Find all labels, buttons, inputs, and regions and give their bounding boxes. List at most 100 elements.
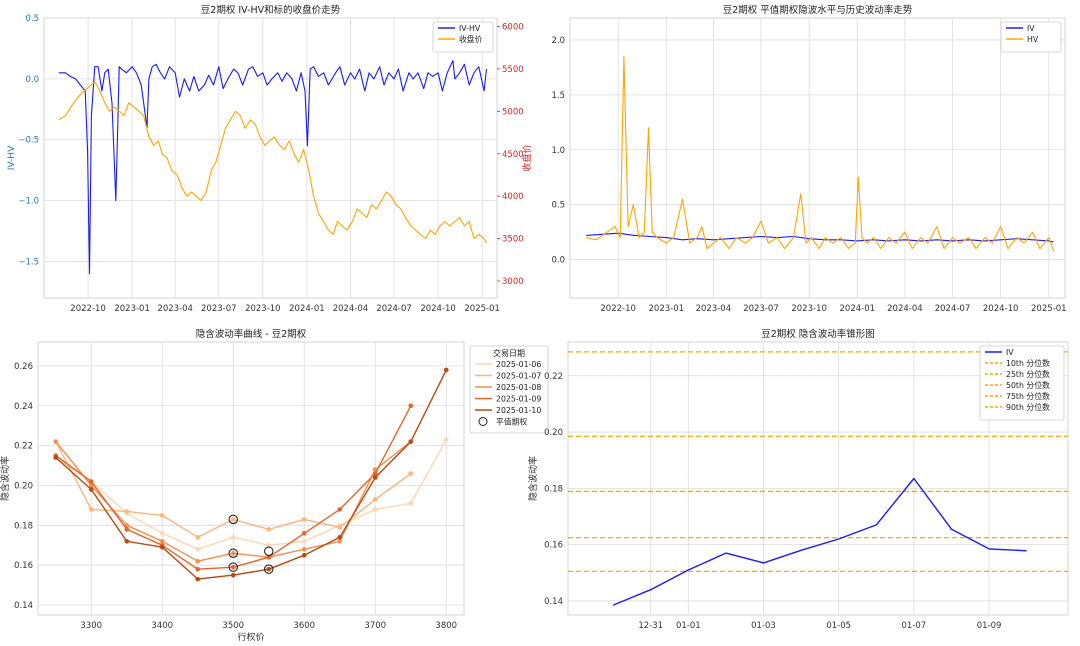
y-tick-label: 0.0 <box>25 75 39 85</box>
x-tick-label: 2023-04 <box>696 304 732 314</box>
data-point <box>301 552 307 558</box>
atm-marker <box>263 564 274 574</box>
legend-label: IV <box>1006 348 1014 357</box>
chart-title: 隐含波动率曲线 - 豆2期权 <box>196 328 307 340</box>
legend-label: 2025-01-06 <box>496 360 541 369</box>
x-tick-label: 3800 <box>435 621 457 631</box>
data-point <box>124 538 130 544</box>
legend-label: IV-HV <box>459 24 481 33</box>
y-tick-label: 0.26 <box>14 362 33 372</box>
plot-frame <box>43 17 498 299</box>
y-tick-label: 0.16 <box>544 541 563 551</box>
y-tick-label: 2.0 <box>551 36 565 46</box>
data-point <box>301 546 307 552</box>
y-tick-label: −1.5 <box>18 257 39 267</box>
data-point <box>195 558 201 564</box>
x-tick-label: 01-07 <box>902 621 927 631</box>
x-tick-label: 2024-04 <box>333 304 369 314</box>
y-right-tick-label: 5000 <box>502 107 524 117</box>
y-tick-label: 0.14 <box>14 601 33 611</box>
x-tick-label: 01-01 <box>676 621 701 631</box>
y-tick-label: 0.18 <box>14 521 33 531</box>
data-point <box>266 527 272 532</box>
x-tick-label: 2023-07 <box>201 304 237 314</box>
x-axis-label: 行权价 <box>237 631 264 643</box>
data-point <box>88 479 94 484</box>
x-tick-label: 2023-07 <box>743 304 779 314</box>
legend-box <box>469 345 549 434</box>
legend-label: 2025-01-08 <box>496 383 541 392</box>
legend-label: 2025-01-09 <box>496 395 541 404</box>
data-point <box>159 538 165 544</box>
x-tick-label: 12-31 <box>638 621 663 631</box>
chart-panel-1: 2022-10 2023-01 2023-04 2023-07 2023-10 2024-… <box>7 4 533 314</box>
legend-label: 10th 分位数 <box>1006 358 1050 368</box>
x-tick-label: 3600 <box>293 621 315 631</box>
plot-frame <box>569 17 1066 299</box>
data-point <box>408 501 414 506</box>
x-tick-label: 2024-04 <box>887 304 923 314</box>
series-line-1 <box>612 477 1027 606</box>
y-tick-label: 0.5 <box>25 14 39 24</box>
data-point <box>301 517 307 522</box>
x-tick-label: 3700 <box>364 621 386 631</box>
x-tick-label: 2025-01 <box>1031 304 1067 314</box>
x-tick-label: 2023-10 <box>791 304 827 314</box>
legend-box <box>1000 21 1062 53</box>
y-axis-label: 隐含波动率 <box>527 456 539 501</box>
data-point <box>266 566 272 572</box>
chart-title: 豆2期权 平值期权隐波水平与历史波动率走势 <box>723 4 913 16</box>
data-point <box>124 509 130 514</box>
data-point <box>372 497 378 502</box>
legend-label: HV <box>1027 35 1039 44</box>
x-tick-label: 3300 <box>80 621 102 631</box>
x-tick-label: 2022-10 <box>600 304 636 314</box>
y-right-axis-label: 收盘价 <box>521 144 533 171</box>
legend-box <box>979 345 1065 421</box>
data-point <box>195 576 201 582</box>
chart-panel-4: 12-31 01-01 01-03 01-05 01-07 01-09 0.14 0.16 0.… <box>527 328 1069 631</box>
y-tick-label: 0.14 <box>544 597 563 607</box>
y-right-tick-label: 6000 <box>502 22 524 32</box>
data-point <box>195 546 201 552</box>
data-point <box>301 538 307 544</box>
data-point <box>124 523 130 528</box>
data-point <box>88 487 94 492</box>
y-right-tick-label: 4000 <box>502 192 524 202</box>
x-tick-label: 2022-10 <box>70 304 106 314</box>
data-point <box>53 439 59 444</box>
y-tick-label: 0.5 <box>551 201 565 211</box>
legend-label: IV <box>1027 24 1035 33</box>
data-point <box>195 534 201 540</box>
y-right-tick-label: 3000 <box>502 277 524 287</box>
x-tick-label: 01-03 <box>751 621 776 631</box>
atm-marker <box>228 514 239 525</box>
series-line-2 <box>586 55 1055 251</box>
data-point <box>195 566 201 572</box>
data-point <box>266 554 272 560</box>
data-point <box>266 542 272 548</box>
data-point <box>230 550 236 556</box>
y-right-tick-label: 3500 <box>502 235 524 245</box>
series-line-2 <box>58 81 487 244</box>
legend: 交易日期 2025-01-06 2025-01-07 2025-01-08 2025-0… <box>469 345 549 434</box>
legend-label: 平值期权 <box>496 417 527 427</box>
legend-label: 90th 分位数 <box>1006 402 1050 412</box>
chart-title: 豆2期权 隐含波动率锥形图 <box>761 328 875 340</box>
series-line-5 <box>55 369 447 580</box>
data-point <box>337 507 343 512</box>
series-line-1 <box>586 232 1054 243</box>
data-point <box>443 437 449 442</box>
plot-frame <box>37 341 465 616</box>
legend-box <box>432 21 494 53</box>
data-point <box>337 525 343 530</box>
x-tick-label: 2023-04 <box>157 304 193 314</box>
x-tick-label: 2024-01 <box>840 304 876 314</box>
data-point <box>408 471 414 476</box>
legend-label: 2025-01-07 <box>496 372 541 381</box>
x-tick-label: 2024-07 <box>935 304 971 314</box>
data-point <box>53 455 59 460</box>
legend-marker <box>478 417 488 426</box>
y-tick-label: 0.22 <box>544 372 563 382</box>
